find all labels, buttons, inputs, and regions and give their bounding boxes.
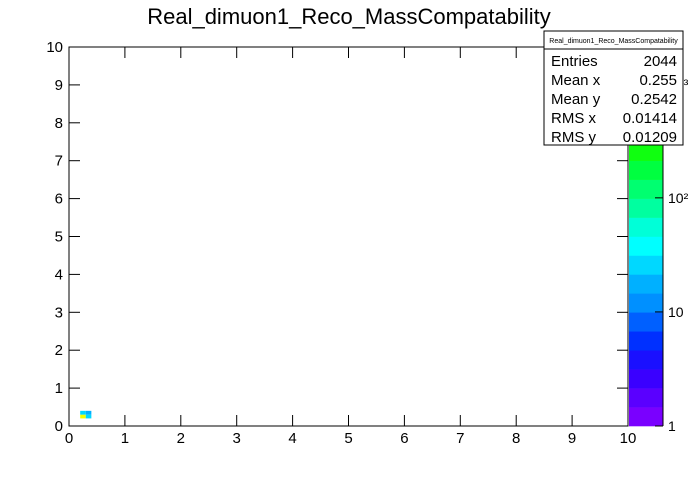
y-tick-label: 7 [55, 153, 63, 170]
palette-band [629, 293, 663, 313]
z-tick-label: 1 [668, 418, 676, 434]
heat-cell [80, 410, 86, 415]
x-tick-label: 8 [512, 430, 520, 447]
palette-band [629, 407, 663, 427]
stats-label: Mean x [551, 72, 601, 89]
stats-value: 0.01209 [623, 129, 677, 146]
stats-box [543, 30, 684, 146]
x-tick-label: 6 [400, 430, 408, 447]
y-tick-label: 8 [55, 115, 63, 132]
palette-band [629, 312, 663, 332]
palette-band [629, 198, 663, 218]
y-tick-label: 6 [55, 191, 63, 208]
palette-band [629, 217, 663, 237]
palette-band [629, 179, 663, 199]
palette-band [629, 255, 663, 275]
palette-band [629, 350, 663, 370]
stats-value: 2044 [644, 53, 677, 70]
stats-value: 0.01414 [623, 110, 677, 127]
x-tick-label: 5 [344, 430, 352, 447]
chart-title: Real_dimuon1_Reco_MassCompatability [147, 4, 551, 29]
stats-value: 0.255 [639, 72, 677, 89]
stats-label: RMS y [551, 129, 597, 146]
x-tick-label: 0 [65, 430, 73, 447]
stats-value: 0.2542 [631, 91, 677, 108]
palette-band [629, 369, 663, 389]
x-tick-label: 3 [233, 430, 241, 447]
palette-band [629, 388, 663, 408]
heat-cell [85, 410, 92, 415]
y-tick-label: 2 [55, 342, 63, 359]
stats-label: Entries [551, 53, 598, 70]
palette-band [629, 160, 663, 180]
palette-band [629, 141, 663, 161]
heat-cell [85, 414, 92, 419]
y-tick-label: 5 [55, 229, 63, 246]
heat-cell [80, 414, 86, 419]
palette-band [629, 274, 663, 294]
y-tick-label: 10 [46, 39, 63, 56]
palette-band [629, 331, 663, 351]
x-tick-label: 10 [620, 430, 637, 447]
palette-band [629, 236, 663, 256]
stats-title: Real_dimuon1_Reco_MassCompatability [549, 38, 678, 45]
z-tick-label: 10² [668, 190, 689, 206]
stats-label: RMS x [551, 110, 597, 127]
y-tick-label: 9 [55, 77, 63, 94]
stats-label: Mean y [551, 91, 601, 108]
y-tick-label: 0 [55, 418, 63, 435]
y-tick-label: 3 [55, 304, 63, 321]
x-tick-label: 4 [288, 430, 296, 447]
z-tick-label: 10 [668, 304, 684, 320]
y-tick-label: 4 [55, 266, 63, 283]
x-tick-label: 2 [177, 430, 185, 447]
x-tick-label: 7 [456, 430, 464, 447]
x-tick-label: 9 [568, 430, 576, 447]
y-tick-label: 1 [55, 380, 63, 397]
x-tick-label: 1 [121, 430, 129, 447]
